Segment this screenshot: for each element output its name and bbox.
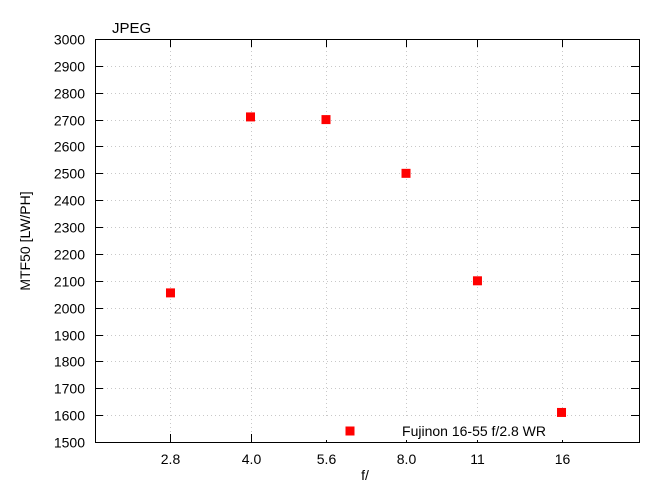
data-point — [246, 112, 256, 122]
data-layer — [165, 112, 567, 417]
y-tick-label: 2900 — [54, 59, 85, 75]
x-axis-label: f/ — [361, 467, 369, 483]
axis-layer: 1500 1600 1700 1800 1900 2000 2100 2200 2300 2400… — [54, 32, 640, 467]
y-tick-label: 2700 — [54, 113, 85, 129]
chart-title: JPEG — [112, 20, 151, 37]
y-tick-label: 1600 — [54, 408, 85, 424]
data-point — [472, 276, 482, 286]
y-tick-label: 2800 — [54, 86, 85, 102]
x-tick-label: 8.0 — [397, 451, 417, 467]
y-axis-label: MTF50 [LW/PH] — [17, 191, 33, 290]
legend-background — [318, 418, 602, 440]
y-tick-label: 2600 — [54, 139, 85, 155]
y-tick-label: 2300 — [54, 220, 85, 236]
legend-marker — [345, 426, 355, 436]
y-tick-label: 2000 — [54, 301, 85, 317]
y-tick-label: 1500 — [54, 435, 85, 451]
grid-layer — [95, 39, 639, 442]
legend: Fujinon 16-55 f/2.8 WR — [318, 418, 602, 440]
x-tick-label: 16 — [555, 451, 571, 467]
plot-frame — [95, 39, 640, 443]
y-tick-label: 3000 — [54, 32, 85, 48]
x-tick-label: 2.8 — [161, 451, 181, 467]
y-tick-label: 1800 — [54, 354, 85, 370]
x-tick-label: 4.0 — [242, 451, 262, 467]
data-point — [557, 407, 567, 417]
y-tick-label: 2100 — [54, 274, 85, 290]
data-point — [401, 168, 411, 178]
data-point — [321, 115, 331, 125]
y-tick-label: 2200 — [54, 247, 85, 263]
x-tick-label: 5.6 — [317, 451, 337, 467]
data-point — [165, 288, 175, 298]
y-tick-label: 1700 — [54, 381, 85, 397]
y-tick-label: 1900 — [54, 328, 85, 344]
legend-label: Fujinon 16-55 f/2.8 WR — [402, 423, 546, 439]
x-tick-label: 11 — [470, 451, 485, 467]
y-tick-label: 2400 — [54, 193, 85, 209]
y-tick-label: 2500 — [54, 166, 85, 182]
